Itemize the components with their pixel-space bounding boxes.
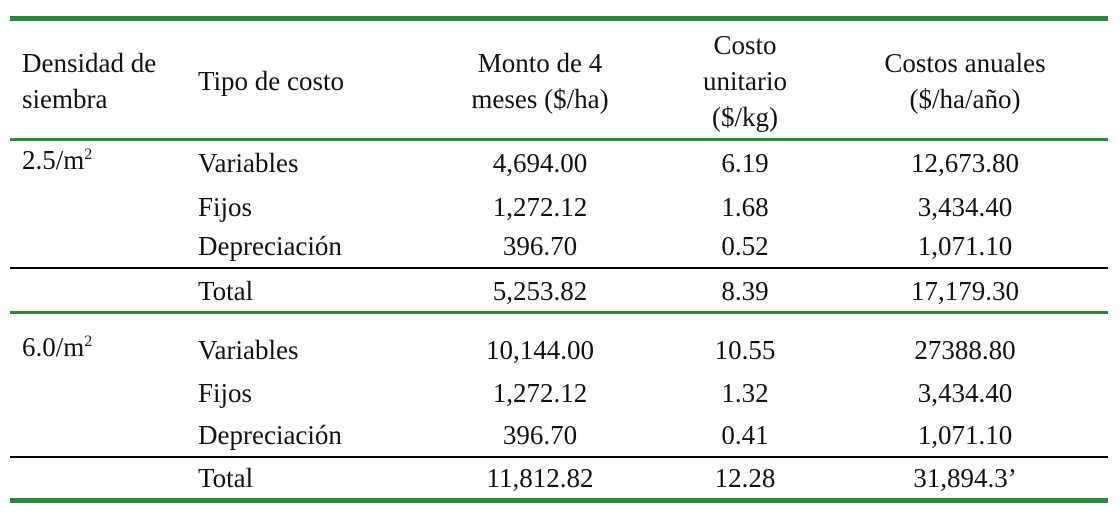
total-value: 17,179.30	[911, 276, 1019, 306]
cost-type: Variables	[198, 335, 299, 365]
density-text: 2.5/m	[22, 145, 85, 175]
cost-value: 0.52	[721, 231, 769, 261]
total-value: 8.39	[721, 276, 769, 306]
bottom-rule	[10, 498, 1108, 503]
total-label: Total	[198, 276, 254, 306]
cost-value: 1.32	[721, 378, 769, 408]
header-text: Costos anuales ($/ha/año)	[884, 48, 1046, 114]
cost-type: Fijos	[198, 192, 253, 222]
cost-type: Variables	[198, 148, 299, 178]
cost-value: 10,144.00	[486, 335, 594, 365]
density-label: 2.5/m2	[22, 143, 92, 177]
total-rule	[10, 267, 1108, 269]
cost-value: 27388.80	[914, 335, 1016, 365]
cost-value: 3,434.40	[917, 192, 1013, 222]
header-text: Densidad de siembra	[22, 48, 157, 114]
cost-value: 1,071.10	[917, 420, 1013, 450]
header-cell: Tipo de costo	[198, 26, 398, 136]
header-text: Tipo de costo	[198, 66, 345, 96]
density-exponent: 2	[84, 146, 93, 163]
header-cell: Monto de 4 meses ($/ha)	[460, 26, 620, 136]
header-rule	[10, 138, 1108, 141]
cost-value: 0.41	[721, 420, 769, 450]
top-rule	[10, 16, 1108, 21]
cost-type: Fijos	[198, 378, 253, 408]
header-text: Costo unitario ($/kg)	[703, 30, 787, 132]
total-value: 31,894.3’	[913, 463, 1017, 493]
cost-value: 1.68	[721, 192, 769, 222]
cost-type: Depreciación	[198, 420, 342, 450]
cost-type: Depreciación	[198, 231, 342, 261]
total-value: 5,253.82	[492, 276, 588, 306]
density-text: 6.0/m	[22, 332, 85, 362]
header-cell: Costos anuales ($/ha/año)	[860, 26, 1070, 136]
header-cell: Densidad de siembra	[22, 26, 182, 136]
density-exponent: 2	[84, 333, 93, 350]
cost-value: 1,071.10	[917, 231, 1013, 261]
header-cell: Costo unitario ($/kg)	[680, 26, 810, 136]
group-rule	[10, 311, 1108, 314]
header-text: Monto de 4 meses ($/ha)	[471, 48, 609, 114]
cost-value: 3,434.40	[917, 378, 1013, 408]
cost-value: 4,694.00	[492, 148, 588, 178]
cost-value: 12,673.80	[911, 148, 1019, 178]
total-value: 11,812.82	[486, 463, 594, 493]
cost-value: 396.70	[502, 420, 578, 450]
total-rule	[10, 456, 1108, 458]
total-label: Total	[198, 463, 254, 493]
cost-value: 1,272.12	[492, 192, 588, 222]
cost-value: 1,272.12	[492, 378, 588, 408]
cost-value: 10.55	[714, 335, 776, 365]
total-value: 12.28	[714, 463, 776, 493]
density-label: 6.0/m2	[22, 330, 92, 364]
cost-value: 6.19	[721, 148, 769, 178]
cost-value: 396.70	[502, 231, 578, 261]
